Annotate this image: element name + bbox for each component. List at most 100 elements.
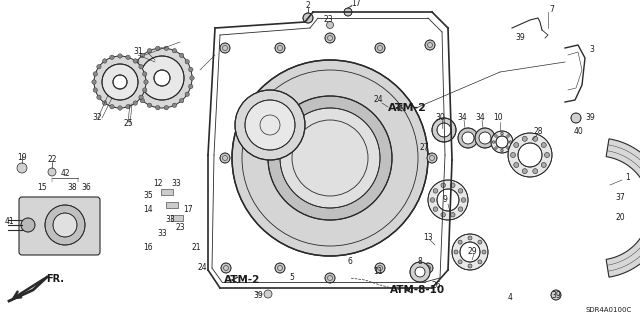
Circle shape	[97, 64, 101, 69]
Text: 27: 27	[419, 144, 429, 152]
Circle shape	[45, 205, 85, 245]
Text: 6: 6	[348, 257, 353, 266]
Circle shape	[220, 43, 230, 53]
Circle shape	[190, 76, 194, 80]
Circle shape	[275, 43, 285, 53]
Text: 15: 15	[37, 183, 47, 192]
Circle shape	[437, 123, 451, 137]
Circle shape	[264, 290, 272, 298]
Circle shape	[491, 131, 513, 153]
Text: 16: 16	[143, 243, 153, 253]
Circle shape	[130, 76, 134, 80]
Text: 5: 5	[289, 273, 294, 283]
Circle shape	[452, 234, 488, 270]
Circle shape	[479, 132, 491, 144]
Circle shape	[492, 141, 495, 143]
Text: ATM-2: ATM-2	[388, 103, 426, 113]
Circle shape	[17, 163, 27, 173]
Text: 2: 2	[306, 2, 310, 11]
Text: 25: 25	[123, 120, 133, 129]
Circle shape	[496, 136, 508, 148]
Circle shape	[189, 67, 193, 72]
Text: 33: 33	[165, 216, 175, 225]
Circle shape	[220, 153, 230, 163]
Circle shape	[325, 33, 335, 43]
Circle shape	[97, 95, 101, 100]
Text: 42: 42	[60, 169, 70, 179]
Circle shape	[275, 263, 285, 273]
Circle shape	[133, 59, 138, 63]
Text: 38: 38	[67, 183, 77, 192]
Circle shape	[131, 67, 136, 72]
Circle shape	[131, 84, 136, 89]
Text: 9: 9	[443, 196, 447, 204]
Circle shape	[93, 72, 97, 76]
Text: 24: 24	[373, 95, 383, 105]
Circle shape	[140, 56, 184, 100]
Text: 17: 17	[183, 205, 193, 214]
Circle shape	[93, 88, 97, 92]
Circle shape	[185, 92, 189, 96]
Circle shape	[522, 169, 527, 174]
Circle shape	[514, 162, 519, 167]
Text: 30: 30	[435, 114, 445, 122]
Circle shape	[110, 55, 114, 59]
Circle shape	[451, 183, 455, 188]
Circle shape	[462, 132, 474, 144]
Text: 28: 28	[533, 128, 543, 137]
Circle shape	[102, 59, 107, 63]
Text: 40: 40	[573, 128, 583, 137]
Circle shape	[147, 48, 152, 53]
Circle shape	[441, 183, 445, 188]
Circle shape	[143, 88, 147, 92]
Circle shape	[427, 153, 437, 163]
Text: 22: 22	[47, 155, 57, 165]
Text: FR.: FR.	[46, 274, 64, 284]
Circle shape	[425, 40, 435, 50]
Bar	[161, 189, 173, 195]
Text: 32: 32	[92, 114, 102, 122]
FancyBboxPatch shape	[19, 197, 100, 255]
Text: 1: 1	[626, 174, 630, 182]
Circle shape	[460, 242, 480, 262]
Circle shape	[507, 135, 509, 137]
Circle shape	[185, 60, 189, 64]
Text: 13: 13	[423, 234, 433, 242]
Circle shape	[415, 267, 425, 277]
Circle shape	[507, 147, 509, 149]
Text: 20: 20	[615, 213, 625, 222]
Circle shape	[461, 198, 466, 202]
Text: 10: 10	[493, 114, 503, 122]
Circle shape	[179, 99, 184, 103]
Circle shape	[53, 213, 77, 237]
Circle shape	[113, 75, 127, 89]
Circle shape	[325, 273, 335, 283]
Circle shape	[139, 64, 143, 69]
Text: 39: 39	[253, 292, 263, 300]
Circle shape	[179, 53, 184, 57]
Circle shape	[571, 113, 581, 123]
Circle shape	[110, 105, 114, 109]
Circle shape	[495, 147, 497, 149]
Circle shape	[410, 262, 430, 282]
Text: 14: 14	[143, 205, 153, 214]
Circle shape	[509, 141, 512, 143]
Text: 29: 29	[467, 248, 477, 256]
Circle shape	[478, 240, 482, 244]
Text: 21: 21	[191, 243, 201, 253]
Circle shape	[458, 260, 462, 264]
Circle shape	[132, 48, 192, 108]
Text: 36: 36	[81, 183, 91, 192]
Circle shape	[133, 101, 138, 105]
Circle shape	[532, 169, 538, 174]
Circle shape	[189, 84, 193, 89]
Circle shape	[478, 260, 482, 264]
Bar	[166, 202, 178, 208]
Text: 39: 39	[585, 114, 595, 122]
Text: 26: 26	[431, 281, 441, 291]
Text: 23: 23	[175, 224, 185, 233]
Circle shape	[430, 198, 435, 202]
Text: 41: 41	[5, 218, 15, 226]
Text: 39: 39	[551, 292, 561, 300]
Circle shape	[541, 162, 547, 167]
